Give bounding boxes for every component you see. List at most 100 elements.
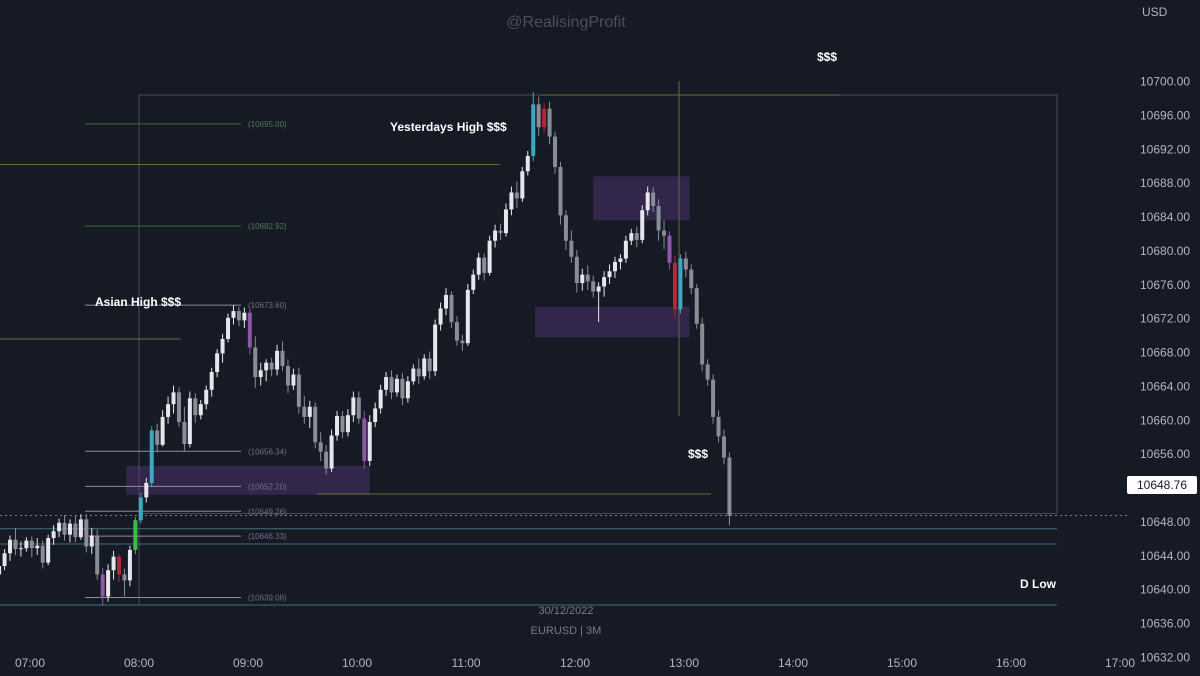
candle-body (67, 523, 72, 535)
candle-body (623, 240, 628, 259)
price-tick-label: 10700.00 (1140, 75, 1190, 89)
fvg-zone (535, 306, 690, 338)
candle-body (111, 556, 116, 571)
candle-body (35, 545, 40, 549)
candle-body (705, 364, 710, 380)
candle-body (291, 374, 296, 386)
candle-body (144, 482, 149, 498)
candle-body (356, 397, 361, 419)
time-tick-label: 17:00 (1105, 656, 1135, 670)
candle-body (678, 258, 683, 310)
candle-body (329, 435, 334, 469)
candle-body (2, 553, 7, 566)
candle-body (438, 308, 443, 325)
candle-body (651, 192, 656, 207)
candle-body (138, 497, 143, 521)
candle-body (307, 406, 312, 417)
candle-body (8, 539, 13, 554)
price-tick-label: 10696.00 (1140, 108, 1190, 122)
candle-body (133, 520, 138, 550)
candle-body (302, 406, 307, 417)
fib-level-label: (10646.33) (248, 532, 287, 541)
price-tick-label: 10636.00 (1140, 617, 1190, 631)
time-tick-label: 08:00 (124, 656, 154, 670)
candle-body (596, 286, 601, 292)
symbol-label: EURUSD | 3M (531, 625, 602, 637)
candle-body (444, 294, 449, 309)
price-tick-label: 10640.00 (1140, 583, 1190, 597)
candle-body (563, 215, 568, 241)
candle-body (531, 104, 536, 157)
candle-body (553, 136, 558, 168)
fib-level-label: (10652.20) (248, 482, 287, 491)
candle-body (258, 370, 263, 378)
candle-body (482, 257, 487, 273)
candle-body (62, 522, 67, 535)
candle-body (389, 377, 394, 393)
fib-level-label: (10695.00) (248, 120, 287, 129)
price-tick-label: 10648.00 (1140, 515, 1190, 529)
time-tick-label: 10:00 (342, 656, 372, 670)
candle-body (547, 108, 552, 137)
candle-body (78, 519, 83, 538)
price-tick-label: 10664.00 (1140, 379, 1190, 393)
candle-body (84, 519, 89, 547)
candle-body (700, 323, 705, 365)
candle-body (449, 294, 454, 323)
candle-body (672, 262, 677, 310)
candle-body (176, 392, 181, 422)
current-price-text: 10648.76 (1137, 478, 1187, 492)
candle-body (520, 171, 525, 199)
candle-body (493, 230, 498, 241)
candle-body (503, 209, 508, 234)
asian-high-label: Asian High $$$ (95, 295, 181, 309)
time-tick-label: 13:00 (669, 656, 699, 670)
time-tick-label: 14:00 (778, 656, 808, 670)
time-axis[interactable]: 07:00 08:00 09:00 10:00 11:00 12:00 13:00 14:00… (15, 656, 1135, 670)
candle-body (231, 311, 236, 318)
candle-body (542, 108, 547, 128)
fvg-zone (126, 466, 370, 495)
candle-body (514, 192, 519, 199)
candle-body (318, 442, 323, 452)
candle-body (384, 377, 389, 390)
price-tick-label: 10692.00 (1140, 142, 1190, 156)
candle-body (476, 257, 481, 275)
candle-body (689, 269, 694, 289)
current-price-box (1127, 476, 1197, 494)
candle-body (580, 274, 585, 284)
candle-body (607, 271, 612, 278)
candle-body (454, 322, 459, 341)
candle-body (264, 362, 269, 371)
price-axis[interactable]: 10700.00 10696.00 10692.00 10688.00 10684.00… (1140, 75, 1190, 665)
fib-level-label: (10682.92) (248, 222, 287, 231)
price-tick-label: 10656.00 (1140, 447, 1190, 461)
candle-body (57, 522, 62, 532)
candle-body (405, 381, 410, 399)
fib-levels: (10695.00) (10682.92) (10673.60) (10656.34)… (85, 120, 287, 602)
candle-body (465, 289, 470, 344)
candle-body (536, 104, 541, 128)
candle-body (683, 258, 688, 270)
candle-body (433, 324, 438, 372)
candle-body (711, 379, 716, 417)
candle-body (95, 535, 100, 575)
candle-body (618, 258, 623, 262)
price-tick-label: 10672.00 (1140, 312, 1190, 326)
candle-body (24, 540, 29, 549)
candle-body (525, 156, 530, 172)
candle-body (18, 548, 23, 550)
candle-body (612, 261, 617, 272)
candle-body (40, 545, 45, 563)
time-tick-label: 15:00 (887, 656, 917, 670)
candle-body (324, 451, 329, 469)
candle-body (645, 192, 650, 211)
candle-body (198, 404, 203, 416)
candle-body (155, 430, 160, 445)
candle-body (373, 408, 378, 422)
candle-body (204, 389, 209, 405)
candle-body (558, 167, 563, 216)
candle-body (585, 274, 590, 282)
candle-body (160, 416, 165, 445)
